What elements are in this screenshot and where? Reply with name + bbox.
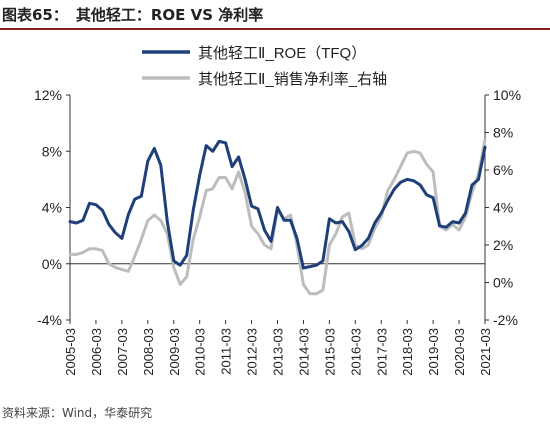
x-tick-label: 2010-03	[193, 328, 208, 376]
x-tick-label: 2012-03	[245, 328, 260, 376]
x-tick-label: 2009-03	[167, 328, 182, 376]
right-tick-label: 10%	[493, 87, 521, 103]
right-tick-label: 8%	[493, 125, 513, 141]
x-tick-label: 2013-03	[271, 328, 286, 376]
right-tick-label: 6%	[493, 162, 513, 178]
figure-header: 图表65： 其他轻工：ROE VS 净利率	[0, 0, 550, 28]
x-tick-label: 2019-03	[426, 328, 441, 376]
x-tick-label: 2021-03	[478, 328, 493, 376]
net-margin-series-line	[68, 138, 487, 296]
x-tick-label: 2020-03	[452, 328, 467, 376]
x-tick-label: 2006-03	[89, 328, 104, 376]
right-tick-label: 0%	[493, 275, 513, 291]
chart-container: -4% 0% 4% 8% 12% -2% 0% 2% 4% 6% 8% 10% 2005-03 2006-…	[0, 30, 550, 402]
right-tick-label: -2%	[493, 312, 518, 328]
x-tick-label: 2015-03	[322, 328, 337, 376]
x-tick-label: 2008-03	[141, 328, 156, 376]
left-tick-label: 8%	[42, 143, 62, 159]
figure-title: 图表65： 其他轻工：ROE VS 净利率	[2, 4, 271, 25]
figure-number: 图表65：	[2, 6, 68, 24]
legend-margin-label: 其他轻工Ⅱ_销售净利率_右轴	[198, 71, 387, 88]
x-tick-label: 2016-03	[348, 328, 363, 376]
x-tick-label: 2017-03	[374, 328, 389, 376]
right-tick-label: 4%	[493, 200, 513, 216]
roe-series-line	[68, 139, 487, 270]
x-tick-label: 2007-03	[115, 328, 130, 376]
title-divider	[0, 28, 550, 30]
legend-roe-label: 其他轻工Ⅱ_ROE（TFQ）	[198, 45, 366, 62]
left-tick-label: -4%	[37, 312, 62, 328]
x-tick-label: 2014-03	[296, 328, 311, 376]
right-tick-label: 2%	[493, 237, 513, 253]
left-tick-label: 12%	[34, 87, 62, 103]
x-tick-label: 2005-03	[63, 328, 78, 376]
source-note: 资料来源：Wind，华泰研究	[2, 406, 153, 420]
chart-title: 其他轻工：ROE VS 净利率	[75, 6, 264, 24]
left-tick-label: 0%	[42, 256, 62, 272]
x-tick-label: 2011-03	[219, 328, 234, 375]
x-tick-label: 2018-03	[400, 328, 415, 376]
left-tick-label: 4%	[42, 200, 62, 216]
line-chart: -4% 0% 4% 8% 12% -2% 0% 2% 4% 6% 8% 10% 2005-03 2006-…	[34, 45, 521, 376]
